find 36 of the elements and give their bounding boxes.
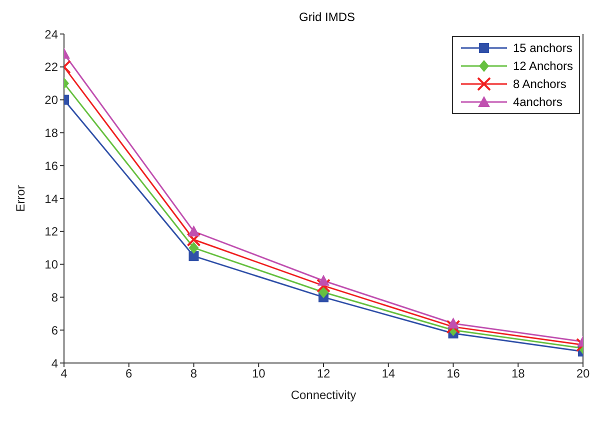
point	[188, 242, 199, 254]
point	[188, 225, 200, 236]
point	[188, 251, 199, 262]
y-tick-label: 16	[44, 158, 58, 173]
y-tick-label: 20	[44, 93, 58, 108]
x-tick-label: 16	[446, 366, 460, 381]
y-tick-label: 12	[44, 224, 58, 239]
y-tick-label: 10	[44, 258, 58, 272]
x-tick-label: 18	[511, 366, 526, 381]
point	[447, 318, 460, 329]
point	[318, 286, 328, 298]
point	[318, 274, 330, 286]
y-tick-label: 18	[44, 126, 58, 140]
y-tick-label: 4	[51, 356, 58, 370]
y-tick-label: 8	[51, 290, 58, 304]
y-tick-label: 6	[51, 323, 58, 338]
x-tick-label: 12	[316, 366, 330, 381]
x-tick-label: 8	[190, 366, 198, 381]
y-axis-title: Error	[13, 185, 28, 212]
legend-label: 15 anchors	[512, 41, 572, 55]
x-tick-label: 4	[60, 366, 68, 381]
legend-label: 8 Anchors	[512, 77, 566, 91]
y-tick-label: 14	[44, 192, 58, 206]
legend-label: 12 Anchors	[512, 59, 573, 73]
point	[186, 232, 201, 247]
x-tick-label: 6	[126, 366, 133, 381]
point	[446, 320, 460, 334]
x-tick-label: 10	[252, 366, 266, 381]
legend-label: 4anchors	[512, 95, 562, 109]
y-tick-label: 24	[44, 27, 58, 42]
point	[316, 278, 330, 293]
x-axis-title: Connectivity	[290, 388, 356, 402]
x-tick-label: 14	[382, 366, 396, 381]
chart-title: Grid IMDS	[298, 10, 356, 24]
x-tick-label: 20	[576, 366, 590, 381]
y-tick-label: 22	[44, 60, 58, 74]
